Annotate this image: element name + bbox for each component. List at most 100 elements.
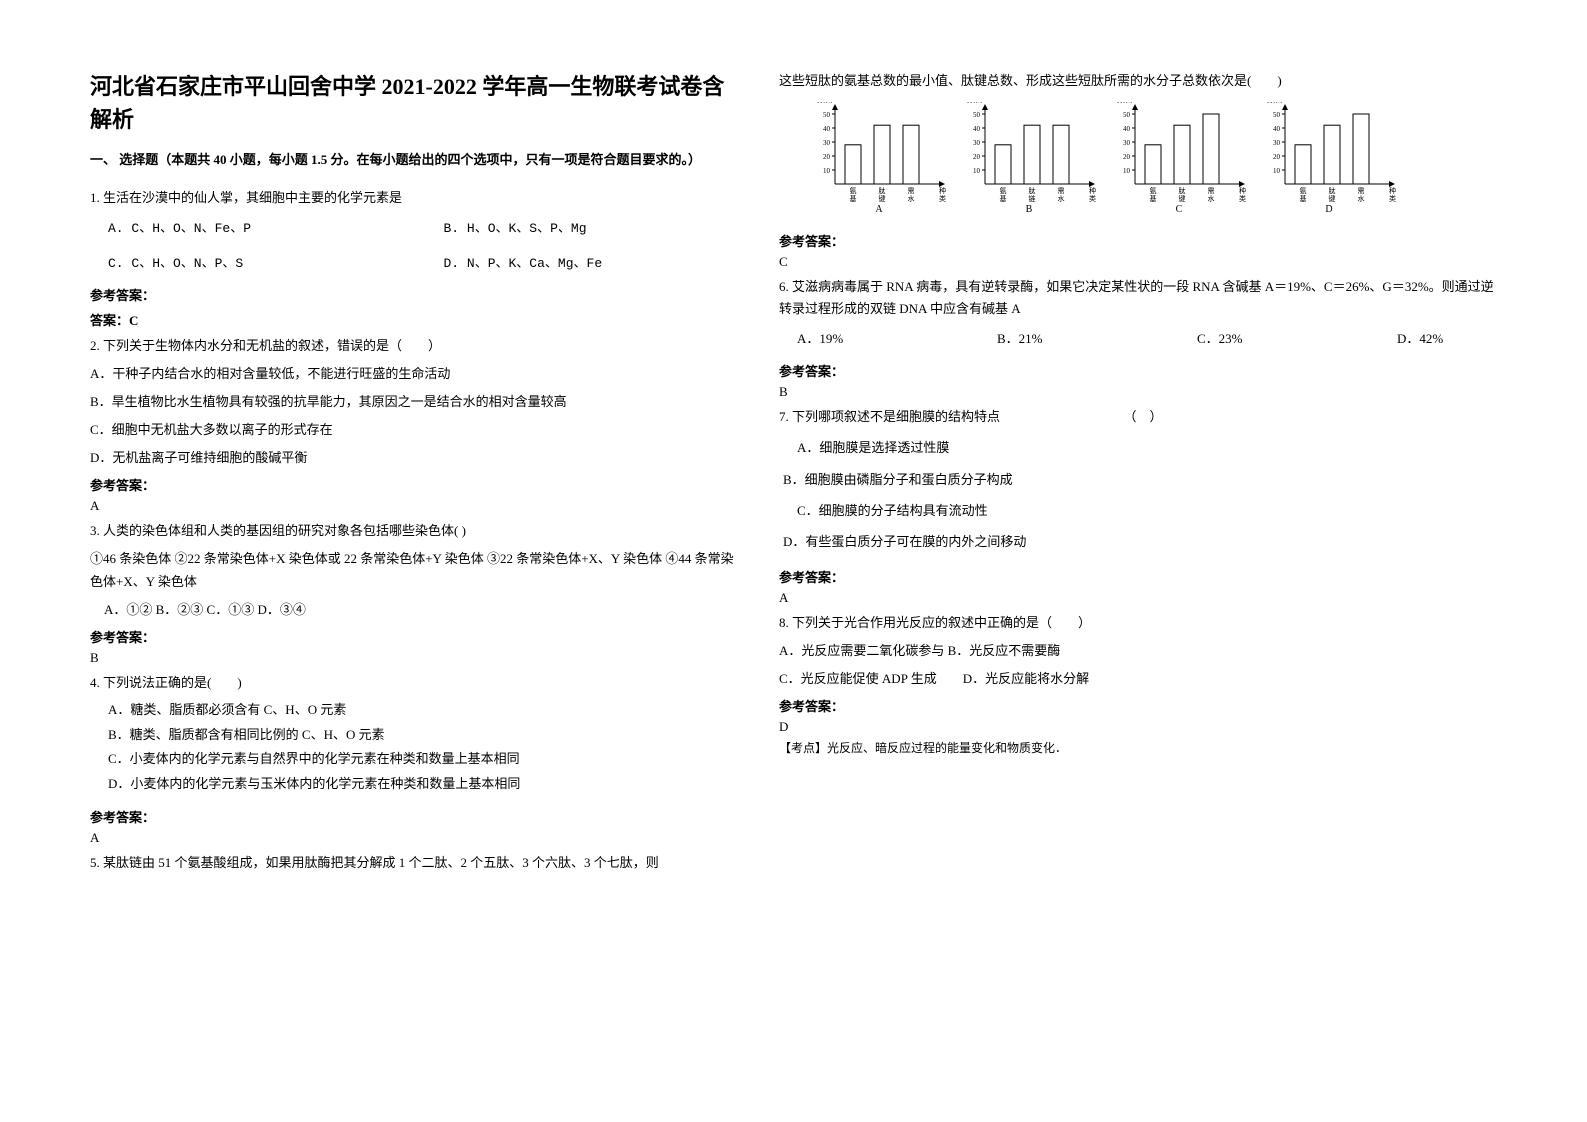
svg-text:键: 键 xyxy=(879,194,886,202)
q7-B: B．细胞膜由磷脂分子和蛋白质分子构成 xyxy=(783,464,1497,495)
q7-ans-label: 参考答案： xyxy=(779,567,1497,586)
q1-opts-row1: A. C、H、O、N、Fe、P B. H、O、K、S、P、Mg xyxy=(108,217,739,236)
svg-text:10: 10 xyxy=(1123,167,1131,175)
svg-text:40: 40 xyxy=(1273,125,1281,133)
chart-B: 数目1020304050氨基数肽链数需水数种类B xyxy=(959,102,1099,215)
q7-A: A．细胞膜是选择透过性膜 xyxy=(797,432,1497,463)
svg-text:基: 基 xyxy=(1150,194,1157,202)
svg-text:基: 基 xyxy=(850,194,857,202)
svg-text:肽: 肽 xyxy=(1179,186,1186,195)
q6-text: 6. 艾滋病病毒属于 RNA 病毒，具有逆转录酶，如果它决定某性状的一段 RNA… xyxy=(779,276,1497,320)
q2-B: B．旱生植物比水生植物具有较强的抗旱能力，其原因之一是结合水的相对含量较高 xyxy=(90,391,739,413)
q8-line2: A．光反应需要二氧化碳参与 B．光反应不需要酶 xyxy=(779,640,1497,662)
q8-ans-label: 参考答案： xyxy=(779,696,1497,715)
svg-text:肽: 肽 xyxy=(1329,186,1336,195)
chart-C: 数目1020304050氨基数肽键数需水数种类C xyxy=(1109,102,1249,215)
svg-text:类: 类 xyxy=(1089,194,1096,202)
q5-cont: 这些短肽的氨基总数的最小值、肽键总数、形成这些短肽所需的水分子总数依次是( ) xyxy=(779,70,1497,92)
svg-text:数目: 数目 xyxy=(1117,102,1133,104)
q1-ans: 答案：C xyxy=(90,310,739,329)
q1-optB: B. H、O、K、S、P、Mg xyxy=(444,217,740,236)
q1-optA: A. C、H、O、N、Fe、P xyxy=(108,217,404,236)
svg-text:30: 30 xyxy=(1273,139,1281,147)
svg-text:基: 基 xyxy=(1300,194,1307,202)
svg-text:肽: 肽 xyxy=(879,186,886,195)
svg-text:30: 30 xyxy=(1123,139,1131,147)
svg-text:需: 需 xyxy=(1358,187,1365,195)
q3-ans: B xyxy=(90,650,739,666)
charts-row: 数目1020304050氨基数肽键数需水数种类A 数目1020304050氨基数… xyxy=(809,102,1497,215)
q4-opts: A．糖类、脂质都必须含有 C、H、O 元素 B．糖类、脂质都含有相同比例的 C、… xyxy=(108,698,739,797)
chart-A: 数目1020304050氨基数肽键数需水数种类A xyxy=(809,102,949,215)
svg-text:氨: 氨 xyxy=(1150,186,1157,195)
section-header: 一、 选择题（本题共 40 小题，每小题 1.5 分。在每小题给出的四个选项中，… xyxy=(90,150,739,171)
q4-A: A．糖类、脂质都必须含有 C、H、O 元素 xyxy=(108,698,739,723)
svg-text:10: 10 xyxy=(1273,167,1281,175)
svg-text:40: 40 xyxy=(973,125,981,133)
q8-text: 8. 下列关于光合作用光反应的叙述中正确的是（ ） xyxy=(779,612,1497,634)
svg-text:种: 种 xyxy=(939,186,946,195)
q8-line3: C．光反应能促使 ADP 生成 D．光反应能将水分解 xyxy=(779,668,1497,690)
svg-text:水: 水 xyxy=(1058,194,1065,202)
q4-B: B．糖类、脂质都含有相同比例的 C、H、O 元素 xyxy=(108,723,739,748)
q7-ans: A xyxy=(779,590,1497,606)
svg-text:50: 50 xyxy=(1123,111,1131,119)
svg-text:种: 种 xyxy=(1089,186,1096,195)
q2-ans: A xyxy=(90,498,739,514)
q4-C: C．小麦体内的化学元素与自然界中的化学元素在种类和数量上基本相同 xyxy=(108,747,739,772)
q6-ans: B xyxy=(779,384,1497,400)
svg-text:需: 需 xyxy=(908,187,915,195)
chart-D: 数目1020304050氨基数肽键数需水数种类D xyxy=(1259,102,1399,215)
right-column: 这些短肽的氨基总数的最小值、肽键总数、形成这些短肽所需的水分子总数依次是( ) … xyxy=(779,70,1497,1052)
svg-text:种: 种 xyxy=(1389,186,1396,195)
svg-text:数目: 数目 xyxy=(967,102,983,104)
svg-text:40: 40 xyxy=(823,125,831,133)
svg-text:键: 键 xyxy=(1329,194,1336,202)
svg-text:氨: 氨 xyxy=(850,186,857,195)
q1-text: 1. 生活在沙漠中的仙人掌，其细胞中主要的化学元素是 xyxy=(90,187,739,209)
q1-ans-label: 参考答案： xyxy=(90,285,739,304)
q8-note: 【考点】光反应、暗反应过程的能量变化和物质变化． xyxy=(779,739,1497,756)
svg-text:20: 20 xyxy=(1123,153,1131,161)
q7-C: C．细胞膜的分子结构具有流动性 xyxy=(797,495,1497,526)
svg-text:20: 20 xyxy=(973,153,981,161)
q6-B: B．21% xyxy=(997,328,1197,347)
q4-text: 4. 下列说法正确的是( ) xyxy=(90,672,739,694)
svg-text:类: 类 xyxy=(1239,194,1246,202)
q7-opts: A．细胞膜是选择透过性膜 B．细胞膜由磷脂分子和蛋白质分子构成 C．细胞膜的分子… xyxy=(797,432,1497,557)
q6-A: A．19% xyxy=(797,328,997,347)
q5-text: 5. 某肽链由 51 个氨基酸组成，如果用肽酶把其分解成 1 个二肽、2 个五肽… xyxy=(90,852,739,874)
svg-text:50: 50 xyxy=(823,111,831,119)
q4-D: D．小麦体内的化学元素与玉米体内的化学元素在种类和数量上基本相同 xyxy=(108,772,739,797)
svg-text:需: 需 xyxy=(1058,187,1065,195)
svg-text:水: 水 xyxy=(1208,194,1215,202)
q2-C: C．细胞中无机盐大多数以离子的形式存在 xyxy=(90,419,739,441)
q3-ans-label: 参考答案： xyxy=(90,627,739,646)
left-column: 河北省石家庄市平山回舍中学 2021-2022 学年高一生物联考试卷含解析 一、… xyxy=(90,70,739,1052)
svg-text:30: 30 xyxy=(973,139,981,147)
q4-ans: A xyxy=(90,830,739,846)
svg-text:种: 种 xyxy=(1239,186,1246,195)
svg-text:20: 20 xyxy=(823,153,831,161)
q8-ans: D xyxy=(779,719,1497,735)
q1-optD: D. N、P、K、Ca、Mg、Fe xyxy=(444,252,740,271)
svg-text:氨: 氨 xyxy=(1300,186,1307,195)
svg-text:类: 类 xyxy=(1389,194,1396,202)
svg-text:50: 50 xyxy=(1273,111,1281,119)
svg-text:类: 类 xyxy=(939,194,946,202)
q2-A: A．干种子内结合水的相对含量较低，不能进行旺盛的生命活动 xyxy=(90,363,739,385)
q3-opts: A．①② B．②③ C．①③ D．③④ xyxy=(104,599,739,621)
q1-optC: C. C、H、O、N、P、S xyxy=(108,252,404,271)
q5-ans-label: 参考答案： xyxy=(779,231,1497,250)
svg-text:键: 键 xyxy=(1179,194,1186,202)
q6-C: C．23% xyxy=(1197,328,1397,347)
svg-text:链: 链 xyxy=(1029,194,1036,202)
q7-D: D．有些蛋白质分子可在膜的内外之间移动 xyxy=(783,526,1497,557)
svg-text:40: 40 xyxy=(1123,125,1131,133)
svg-text:基: 基 xyxy=(1000,194,1007,202)
svg-text:需: 需 xyxy=(1208,187,1215,195)
svg-text:氨: 氨 xyxy=(1000,186,1007,195)
svg-text:水: 水 xyxy=(908,194,915,202)
svg-text:10: 10 xyxy=(973,167,981,175)
svg-text:数目: 数目 xyxy=(817,102,833,104)
